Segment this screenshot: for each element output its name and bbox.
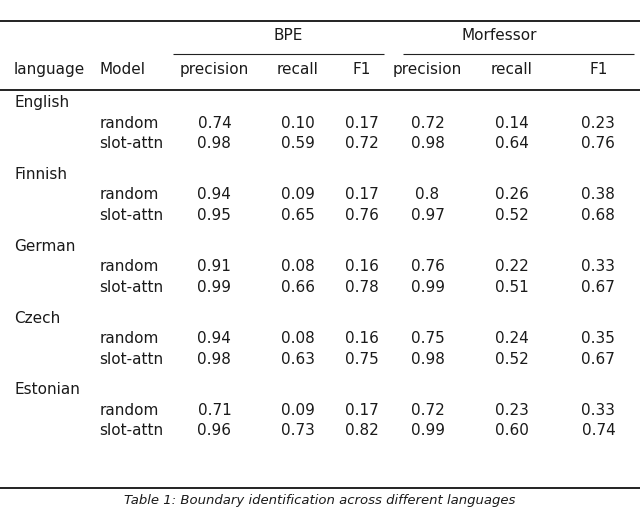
Text: 0.51: 0.51 bbox=[495, 280, 529, 295]
Text: 0.23: 0.23 bbox=[495, 403, 529, 418]
Text: 0.16: 0.16 bbox=[345, 259, 378, 274]
Text: 0.22: 0.22 bbox=[495, 259, 529, 274]
Text: Czech: Czech bbox=[14, 310, 60, 326]
Text: 0.75: 0.75 bbox=[411, 331, 444, 346]
Text: 0.17: 0.17 bbox=[345, 187, 378, 203]
Text: 0.98: 0.98 bbox=[411, 351, 444, 367]
Text: 0.91: 0.91 bbox=[198, 259, 231, 274]
Text: 0.16: 0.16 bbox=[345, 331, 378, 346]
Text: 0.26: 0.26 bbox=[495, 187, 529, 203]
Text: 0.75: 0.75 bbox=[345, 351, 378, 367]
Text: F1: F1 bbox=[353, 62, 371, 77]
Text: 0.98: 0.98 bbox=[411, 136, 444, 151]
Text: 0.99: 0.99 bbox=[410, 280, 445, 295]
Text: 0.59: 0.59 bbox=[281, 136, 314, 151]
Text: English: English bbox=[14, 95, 69, 110]
Text: 0.76: 0.76 bbox=[411, 259, 444, 274]
Text: 0.35: 0.35 bbox=[582, 331, 615, 346]
Text: 0.94: 0.94 bbox=[198, 187, 231, 203]
Text: 0.08: 0.08 bbox=[281, 259, 314, 274]
Text: 0.52: 0.52 bbox=[495, 351, 529, 367]
Text: 0.72: 0.72 bbox=[411, 115, 444, 131]
Text: 0.95: 0.95 bbox=[198, 208, 231, 223]
Text: 0.17: 0.17 bbox=[345, 403, 378, 418]
Text: 0.09: 0.09 bbox=[281, 187, 314, 203]
Text: Finnish: Finnish bbox=[14, 167, 67, 182]
Text: 0.10: 0.10 bbox=[281, 115, 314, 131]
Text: 0.09: 0.09 bbox=[281, 403, 314, 418]
Text: 0.52: 0.52 bbox=[495, 208, 529, 223]
Text: random: random bbox=[99, 403, 159, 418]
Text: 0.99: 0.99 bbox=[197, 280, 232, 295]
Text: random: random bbox=[99, 259, 159, 274]
Text: 0.33: 0.33 bbox=[581, 259, 616, 274]
Text: language: language bbox=[14, 62, 85, 77]
Text: BPE: BPE bbox=[273, 28, 303, 44]
Text: 0.71: 0.71 bbox=[198, 403, 231, 418]
Text: slot-attn: slot-attn bbox=[99, 208, 163, 223]
Text: 0.23: 0.23 bbox=[582, 115, 615, 131]
Text: precision: precision bbox=[393, 62, 462, 77]
Text: slot-attn: slot-attn bbox=[99, 280, 163, 295]
Text: 0.08: 0.08 bbox=[281, 331, 314, 346]
Text: slot-attn: slot-attn bbox=[99, 423, 163, 439]
Text: 0.76: 0.76 bbox=[345, 208, 378, 223]
Text: Estonian: Estonian bbox=[14, 382, 80, 398]
Text: 0.24: 0.24 bbox=[495, 331, 529, 346]
Text: 0.73: 0.73 bbox=[281, 423, 314, 439]
Text: Model: Model bbox=[99, 62, 145, 77]
Text: 0.60: 0.60 bbox=[495, 423, 529, 439]
Text: 0.63: 0.63 bbox=[280, 351, 315, 367]
Text: 0.97: 0.97 bbox=[411, 208, 444, 223]
Text: slot-attn: slot-attn bbox=[99, 136, 163, 151]
Text: F1: F1 bbox=[589, 62, 607, 77]
Text: recall: recall bbox=[491, 62, 533, 77]
Text: Morfessor: Morfessor bbox=[461, 28, 537, 44]
Text: 0.76: 0.76 bbox=[582, 136, 615, 151]
Text: Table 1: Boundary identification across different languages: Table 1: Boundary identification across … bbox=[124, 494, 516, 507]
Text: 0.66: 0.66 bbox=[280, 280, 315, 295]
Text: precision: precision bbox=[180, 62, 249, 77]
Text: 0.99: 0.99 bbox=[410, 423, 445, 439]
Text: German: German bbox=[14, 239, 76, 254]
Text: slot-attn: slot-attn bbox=[99, 351, 163, 367]
Text: 0.94: 0.94 bbox=[198, 331, 231, 346]
Text: 0.8: 0.8 bbox=[415, 187, 440, 203]
Text: 0.68: 0.68 bbox=[582, 208, 615, 223]
Text: 0.78: 0.78 bbox=[345, 280, 378, 295]
Text: 0.82: 0.82 bbox=[345, 423, 378, 439]
Text: 0.67: 0.67 bbox=[582, 280, 615, 295]
Text: 0.64: 0.64 bbox=[495, 136, 529, 151]
Text: 0.67: 0.67 bbox=[582, 351, 615, 367]
Text: random: random bbox=[99, 331, 159, 346]
Text: random: random bbox=[99, 115, 159, 131]
Text: 0.72: 0.72 bbox=[345, 136, 378, 151]
Text: 0.96: 0.96 bbox=[197, 423, 232, 439]
Text: 0.17: 0.17 bbox=[345, 115, 378, 131]
Text: 0.65: 0.65 bbox=[281, 208, 314, 223]
Text: 0.14: 0.14 bbox=[495, 115, 529, 131]
Text: 0.33: 0.33 bbox=[581, 403, 616, 418]
Text: 0.98: 0.98 bbox=[198, 136, 231, 151]
Text: 0.72: 0.72 bbox=[411, 403, 444, 418]
Text: 0.98: 0.98 bbox=[198, 351, 231, 367]
Text: 0.38: 0.38 bbox=[582, 187, 615, 203]
Text: 0.74: 0.74 bbox=[198, 115, 231, 131]
Text: 0.74: 0.74 bbox=[582, 423, 615, 439]
Text: random: random bbox=[99, 187, 159, 203]
Text: recall: recall bbox=[276, 62, 319, 77]
